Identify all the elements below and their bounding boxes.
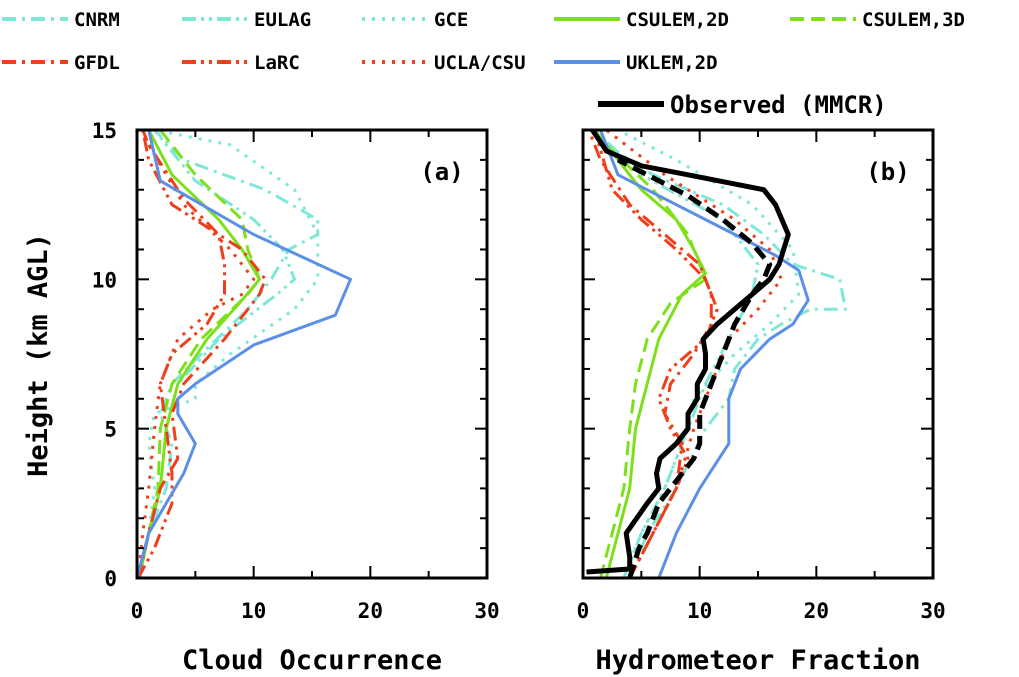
- series-line-gce: [617, 128, 801, 579]
- x-axis-label: Cloud Occurrence: [182, 645, 442, 676]
- series-line-ucla-csu: [605, 128, 783, 579]
- series-line-ucla-csu: [136, 129, 256, 579]
- y-tick-label: 5: [104, 418, 117, 442]
- plot-frame: [581, 128, 935, 580]
- legend-item-eulag: EULAG: [182, 9, 311, 31]
- x-axis-label: Hydrometeor Fraction: [595, 645, 920, 676]
- legend-item-cnrm: CNRM: [2, 9, 120, 31]
- series-line-observed-mmcr: [586, 128, 791, 575]
- legend-label: EULAG: [254, 9, 311, 31]
- y-tick-label: 15: [92, 119, 117, 143]
- observed-legend: Observed (MMCR): [598, 91, 887, 119]
- legend-item-csulem-3d: CSULEM,3D: [790, 9, 965, 31]
- series-line-larc: [593, 129, 719, 579]
- x-tick-label: 10: [241, 599, 266, 623]
- legend-label: LaRC: [254, 52, 300, 74]
- legend-label: UKLEM,2D: [626, 52, 718, 74]
- y-axis-label: Height (km AGL): [23, 233, 54, 477]
- legend-item-uklem-2d: UKLEM,2D: [554, 52, 718, 74]
- legend-item-gfdl: GFDL: [2, 52, 120, 74]
- legend-item-larc: LaRC: [182, 52, 300, 74]
- series-line-gce: [137, 128, 320, 579]
- legend: CNRM EULAG GCE CSULEM,2D CSULEM,3D GFDL LaRC UC…: [2, 9, 965, 74]
- legend-label: CSULEM,3D: [862, 9, 965, 31]
- x-tick-label: 0: [131, 599, 144, 623]
- panel-label: (b): [866, 158, 909, 186]
- series-line-gfdl: [136, 129, 267, 579]
- x-tick-label: 0: [577, 599, 590, 623]
- x-tick-label: 10: [687, 599, 712, 623]
- panel-label: (a): [420, 158, 463, 186]
- panel-a: 0 10 20 30 0 5 10 15 Cloud Occurrence Height (km …: [23, 119, 500, 676]
- series-line-cnrm: [593, 129, 847, 579]
- legend-item-csulem-2d: CSULEM,2D: [554, 9, 729, 31]
- legend-label: GFDL: [74, 52, 120, 74]
- series-line-uklem-2d: [135, 129, 352, 579]
- series-line-cnrm: [137, 128, 320, 579]
- x-tick-label: 30: [920, 599, 945, 623]
- legend-label-observed: Observed (MMCR): [670, 91, 887, 119]
- legend-label: GCE: [434, 9, 468, 31]
- legend-label: CNRM: [74, 9, 120, 31]
- series-line-csulem-2d: [137, 129, 261, 579]
- legend-item-ucla-csu: UCLA/CSU: [362, 52, 526, 74]
- y-tick-label: 10: [92, 268, 117, 292]
- series-line-eulag: [137, 129, 296, 579]
- series-line-uklem-2d: [599, 129, 810, 579]
- legend-label: CSULEM,2D: [626, 9, 729, 31]
- legend-label: UCLA/CSU: [434, 52, 526, 74]
- x-tick-label: 20: [804, 599, 829, 623]
- series-line-larc: [136, 129, 226, 579]
- series-line-csulem-3d: [593, 129, 707, 579]
- x-tick-label: 30: [474, 599, 499, 623]
- x-tick-label: 20: [358, 599, 383, 623]
- legend-item-gce: GCE: [362, 9, 468, 31]
- y-tick-label: 0: [104, 567, 117, 591]
- series-line-csulem-3d: [137, 129, 261, 579]
